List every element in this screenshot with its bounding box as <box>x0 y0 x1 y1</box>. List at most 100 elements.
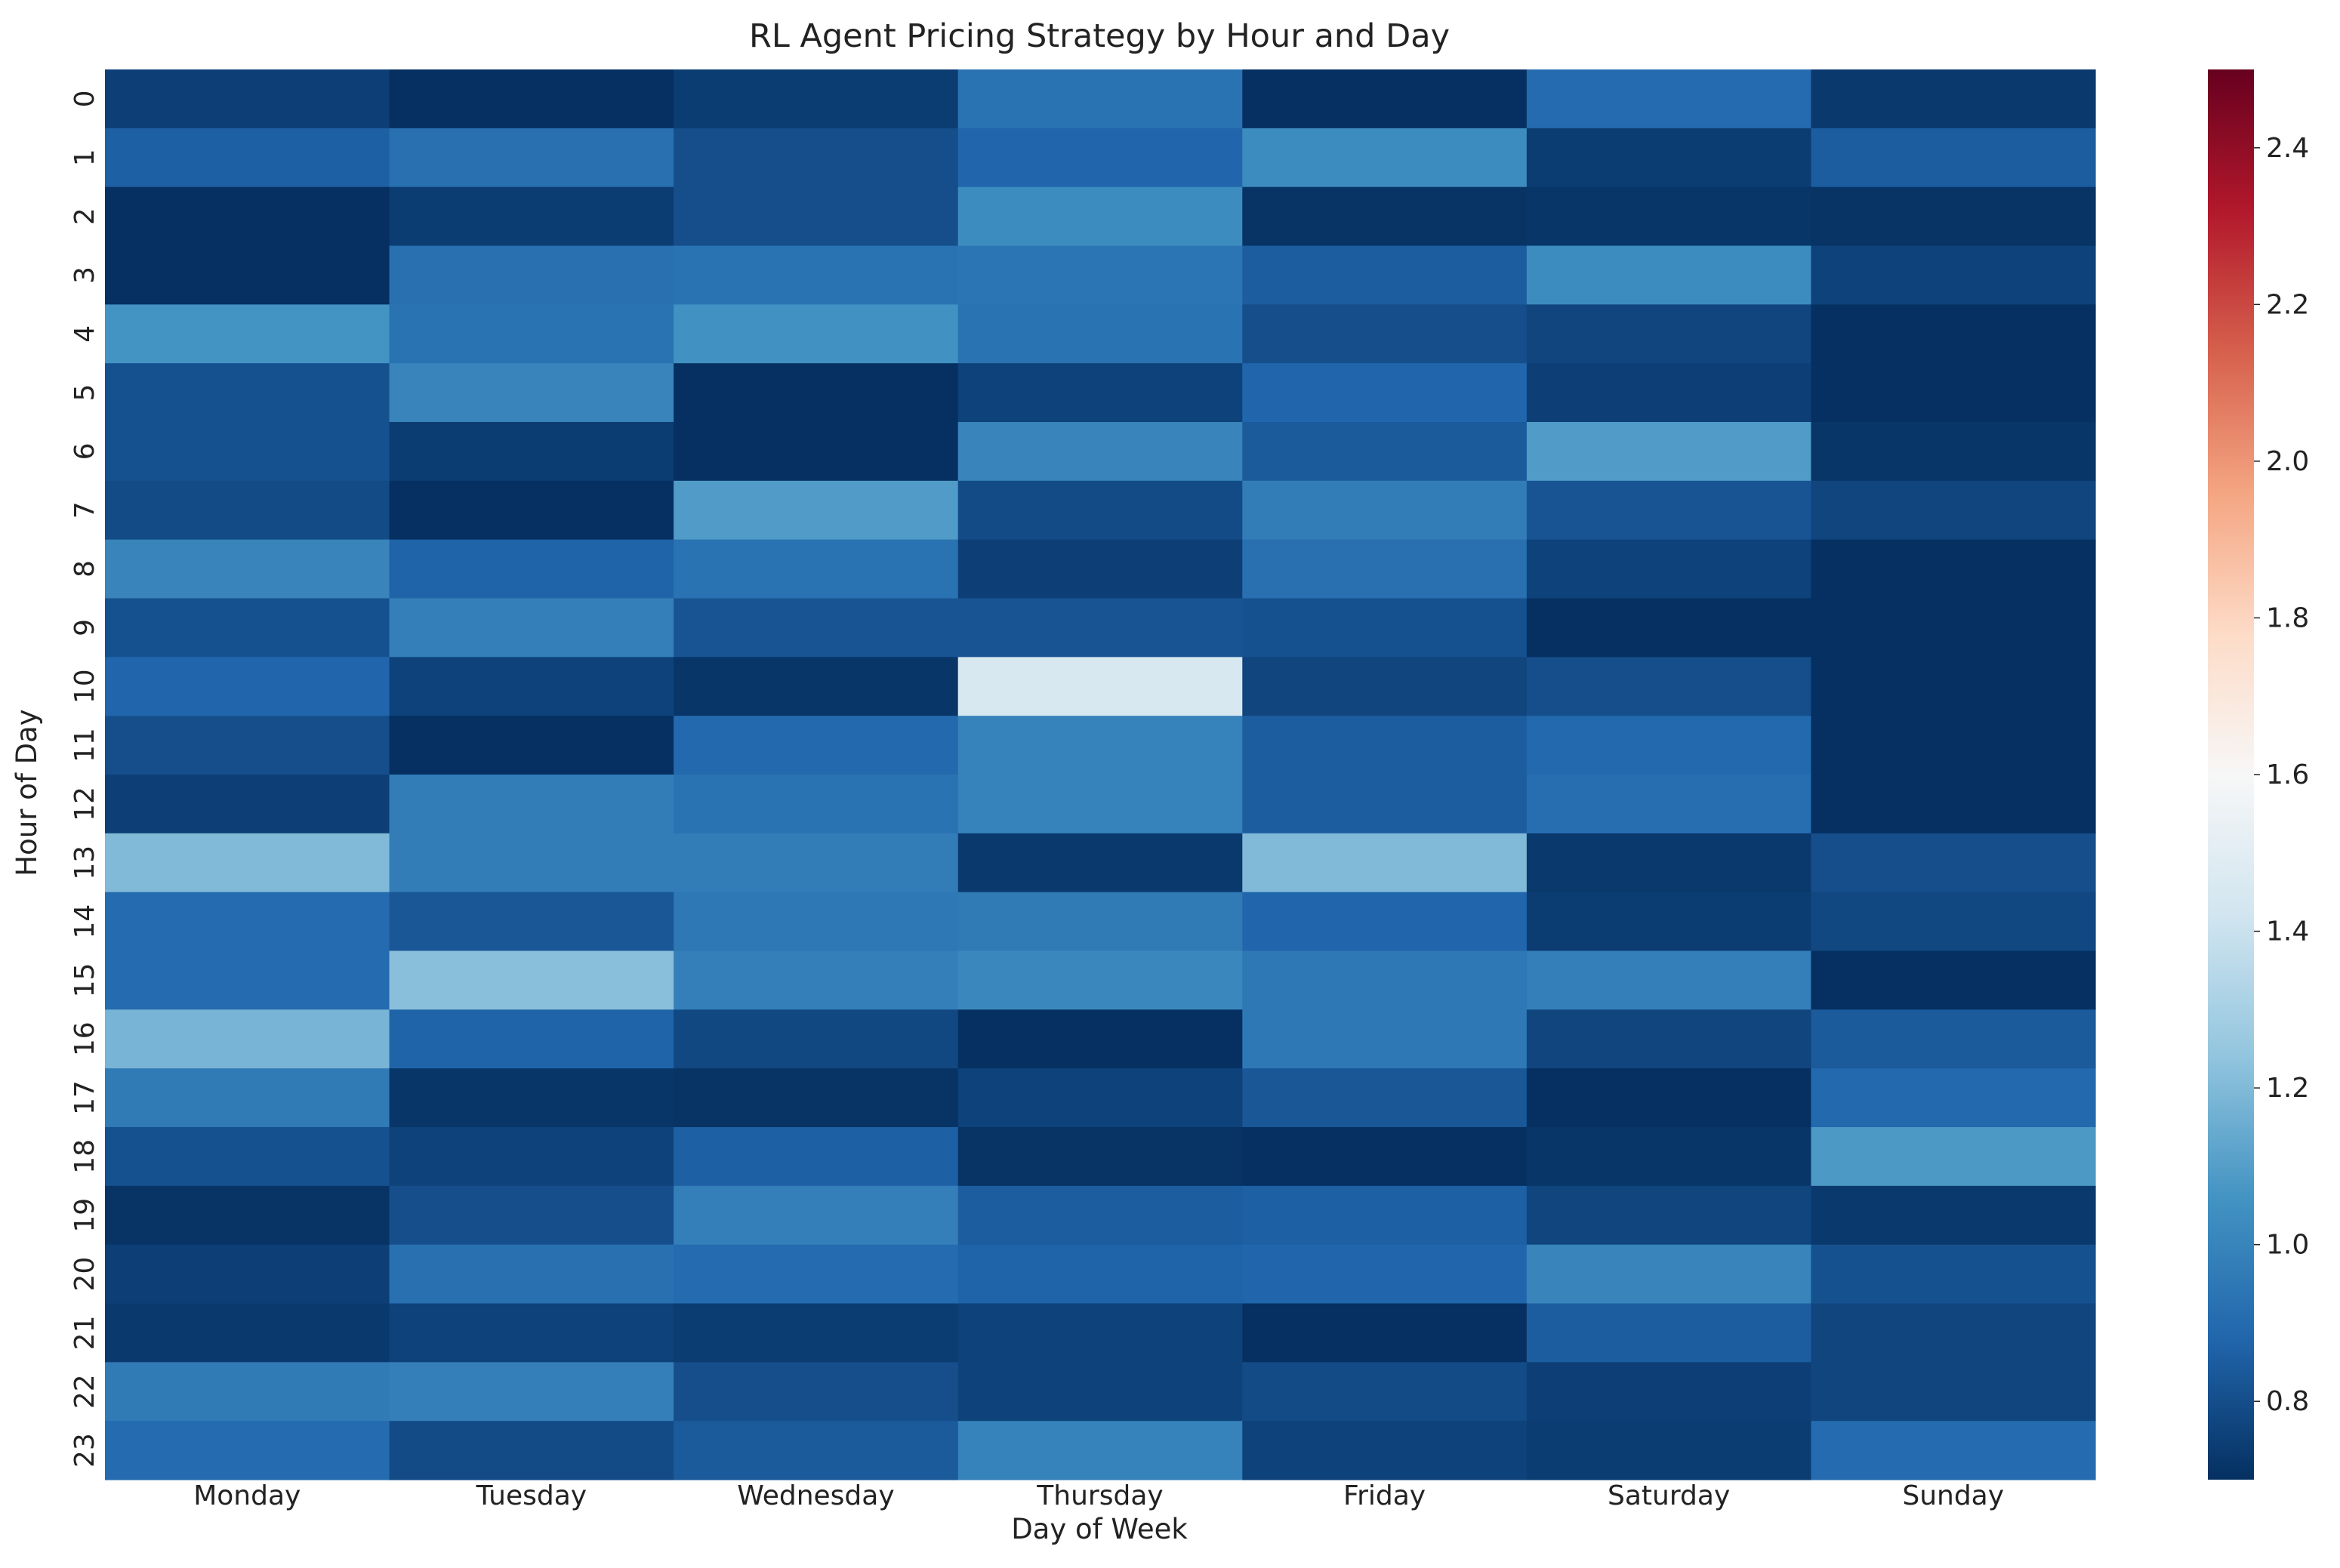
heatmap-cell <box>389 1127 674 1187</box>
heatmap-cell <box>674 1303 959 1363</box>
heatmap-cell <box>1811 69 2096 129</box>
heatmap-cell <box>674 657 959 716</box>
heatmap-cell <box>674 363 959 423</box>
colorbar-tick-label: 0.8 <box>2266 1386 2309 1417</box>
heatmap-cell <box>957 833 1243 893</box>
heatmap-cell <box>1811 1362 2096 1422</box>
heatmap-cell <box>957 69 1243 129</box>
heatmap-cell <box>105 539 390 599</box>
y-tick-label: 16 <box>69 1021 100 1056</box>
x-tick-label: Thursday <box>1036 1480 1163 1511</box>
heatmap-cell <box>1242 1009 1528 1069</box>
heatmap-cell <box>105 833 390 893</box>
heatmap-cell <box>957 363 1243 423</box>
heatmap-cell <box>105 245 390 305</box>
heatmap-cell <box>1526 657 1812 716</box>
colorbar-tick-label: 1.6 <box>2266 759 2309 790</box>
heatmap-cell <box>1526 1068 1812 1128</box>
heatmap-cell <box>1526 480 1812 541</box>
heatmap-cell <box>389 950 674 1010</box>
heatmap-cells <box>105 69 2096 1480</box>
heatmap-cell <box>105 1009 390 1069</box>
heatmap-cell <box>674 775 959 834</box>
heatmap-cell <box>1811 1009 2096 1069</box>
heatmap-cell <box>389 69 674 129</box>
colorbar-tick-label: 2.0 <box>2266 446 2309 477</box>
heatmap-cell <box>957 1421 1243 1480</box>
colorbar-tick-label: 2.2 <box>2266 289 2309 320</box>
y-tick-label: 8 <box>69 560 100 578</box>
heatmap-cell <box>1526 363 1812 423</box>
heatmap-cell <box>674 1244 959 1305</box>
heatmap-cell <box>1526 598 1812 658</box>
heatmap-cell <box>389 539 674 599</box>
heatmap-cell <box>1242 539 1528 599</box>
colorbar-tick-label: 1.0 <box>2266 1230 2309 1261</box>
y-tick-label: 21 <box>69 1316 100 1351</box>
y-tick-label: 10 <box>69 669 100 704</box>
heatmap-cell <box>1811 128 2096 188</box>
heatmap-cell <box>1526 128 1812 188</box>
heatmap-cell <box>957 304 1243 364</box>
heatmap-cell <box>1526 716 1812 775</box>
heatmap-cell <box>1242 716 1528 775</box>
heatmap-cell <box>1242 833 1528 893</box>
heatmap-cell <box>389 1303 674 1363</box>
heatmap-cell <box>389 480 674 541</box>
heatmap-cell <box>105 1303 390 1363</box>
heatmap-cell <box>957 1127 1243 1187</box>
heatmap-cell <box>1526 1421 1812 1480</box>
heatmap-cell <box>1526 304 1812 364</box>
y-tick-label: 6 <box>69 442 100 460</box>
heatmap-cell <box>957 775 1243 834</box>
heatmap-cell <box>1811 657 2096 716</box>
heatmap-cell <box>674 1421 959 1480</box>
heatmap-cell <box>105 657 390 716</box>
heatmap-cell <box>389 422 674 482</box>
x-tick-label: Wednesday <box>737 1480 894 1511</box>
heatmap-cell <box>1526 892 1812 952</box>
heatmap-cell <box>957 1362 1243 1422</box>
heatmap-cell <box>957 1009 1243 1069</box>
heatmap-cell <box>389 598 674 658</box>
heatmap-cell <box>957 1244 1243 1305</box>
heatmap-cell <box>1811 1421 2096 1480</box>
heatmap-cell <box>1526 1303 1812 1363</box>
y-tick-label: 0 <box>69 90 100 107</box>
colorbar-tick-label: 1.8 <box>2266 602 2309 633</box>
y-tick-label: 23 <box>69 1433 100 1468</box>
heatmap-cell <box>389 775 674 834</box>
heatmap-cell <box>1242 480 1528 541</box>
y-tick-label: 19 <box>69 1198 100 1233</box>
colorbar-tick-label: 1.4 <box>2266 916 2309 947</box>
heatmap-cell <box>1811 833 2096 893</box>
y-tick-label: 20 <box>69 1257 100 1292</box>
heatmap-cell <box>674 539 959 599</box>
heatmap-cell <box>105 186 390 247</box>
heatmap-cell <box>1526 775 1812 834</box>
heatmap-cell <box>105 304 390 364</box>
heatmap-cell <box>389 363 674 423</box>
heatmap-cell <box>674 1127 959 1187</box>
heatmap-cell <box>105 716 390 775</box>
x-tick-label: Saturday <box>1608 1480 1730 1511</box>
heatmap-cell <box>1811 716 2096 775</box>
heatmap-cell <box>674 128 959 188</box>
x-tick-label: Monday <box>193 1480 301 1511</box>
heatmap-cell <box>105 1362 390 1422</box>
heatmap-cell <box>1242 775 1528 834</box>
heatmap-cell <box>674 186 959 247</box>
heatmap-cell <box>1811 1127 2096 1187</box>
heatmap-cell <box>389 657 674 716</box>
heatmap-cell <box>389 245 674 305</box>
heatmap-cell <box>1242 363 1528 423</box>
heatmap-cell <box>1811 1068 2096 1128</box>
heatmap-cell <box>1242 1362 1528 1422</box>
y-tick-label: 15 <box>69 963 100 998</box>
heatmap-cell <box>1242 1127 1528 1187</box>
heatmap-cell <box>957 245 1243 305</box>
heatmap-cell <box>1242 304 1528 364</box>
heatmap-cell <box>1811 363 2096 423</box>
heatmap-cell <box>389 1244 674 1305</box>
